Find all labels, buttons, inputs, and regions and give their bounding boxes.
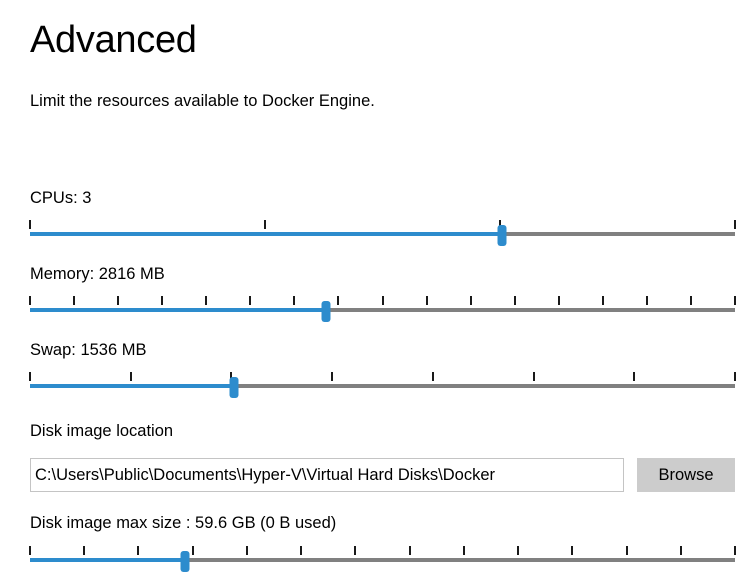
slider-tick [264,220,266,229]
disk-image-location-input[interactable] [30,458,624,492]
disk-size-slider-fill [30,558,186,562]
slider-tick [249,296,252,305]
slider-tick [129,372,132,381]
slider-tick [517,546,520,555]
swap-label: Swap: 1536 MB [30,341,147,359]
cpus-slider-block: CPUs: 3 [29,188,736,246]
slider-tick [293,296,296,305]
slider-tick [73,296,76,305]
memory-slider-fill [30,308,327,312]
memory-slider-block: Memory: 2816 MB [29,264,736,322]
slider-tick [300,546,303,555]
slider-tick [337,296,340,305]
cpus-slider-fill [30,232,503,236]
slider-tick [431,372,434,381]
slider-tick [499,220,501,229]
slider-tick [633,372,636,381]
slider-tick [205,296,208,305]
slider-tick [734,220,736,229]
slider-tick [354,546,357,555]
slider-tick [689,296,692,305]
swap-slider[interactable] [29,372,736,398]
memory-slider-track[interactable] [30,308,735,312]
slider-tick [29,220,31,229]
slider-tick [191,546,194,555]
disk-image-location-label: Disk image location [30,422,174,440]
disk-size-slider-track[interactable] [30,558,735,562]
slider-tick [245,546,248,555]
slider-tick [734,296,736,305]
slider-tick [734,546,736,555]
cpus-slider-thumb[interactable] [497,225,507,246]
swap-slider-ticks [29,372,736,381]
slider-tick [29,372,31,381]
swap-slider-block: Swap: 1536 MB [29,340,736,398]
swap-slider-thumb[interactable] [229,377,239,398]
swap-slider-track[interactable] [30,384,735,388]
memory-slider-thumb[interactable] [321,301,331,322]
disk-size-slider[interactable] [29,546,736,572]
disk-size-slider-block [29,546,736,572]
slider-tick [601,296,604,305]
memory-slider-ticks [29,296,736,305]
disk-image-location-row: Browse [30,458,735,492]
cpus-slider[interactable] [29,220,736,246]
slider-tick [137,546,140,555]
slider-tick [425,296,428,305]
page-subtitle: Limit the resources available to Docker … [30,92,375,110]
slider-tick [571,546,574,555]
slider-tick [29,546,31,555]
disk-image-max-size-label: Disk image max size : 59.6 GB (0 B used) [30,514,337,532]
page-title: Advanced [30,19,197,61]
slider-tick [645,296,648,305]
memory-slider[interactable] [29,296,736,322]
slider-tick [532,372,535,381]
slider-tick [381,296,384,305]
slider-tick [161,296,164,305]
swap-slider-fill [30,384,235,388]
slider-tick [513,296,516,305]
slider-tick [83,546,86,555]
disk-size-slider-thumb[interactable] [180,551,190,572]
slider-tick [679,546,682,555]
slider-tick [557,296,560,305]
slider-tick [230,372,233,381]
slider-tick [29,296,31,305]
slider-tick [462,546,465,555]
slider-tick [469,296,472,305]
browse-button[interactable]: Browse [637,458,735,492]
slider-tick [408,546,411,555]
slider-tick [734,372,736,381]
cpus-label: CPUs: 3 [30,189,92,207]
cpus-slider-ticks [29,220,736,229]
slider-tick [625,546,628,555]
memory-label: Memory: 2816 MB [30,265,165,283]
slider-tick [117,296,120,305]
disk-size-slider-ticks [29,546,736,555]
slider-tick [331,372,334,381]
